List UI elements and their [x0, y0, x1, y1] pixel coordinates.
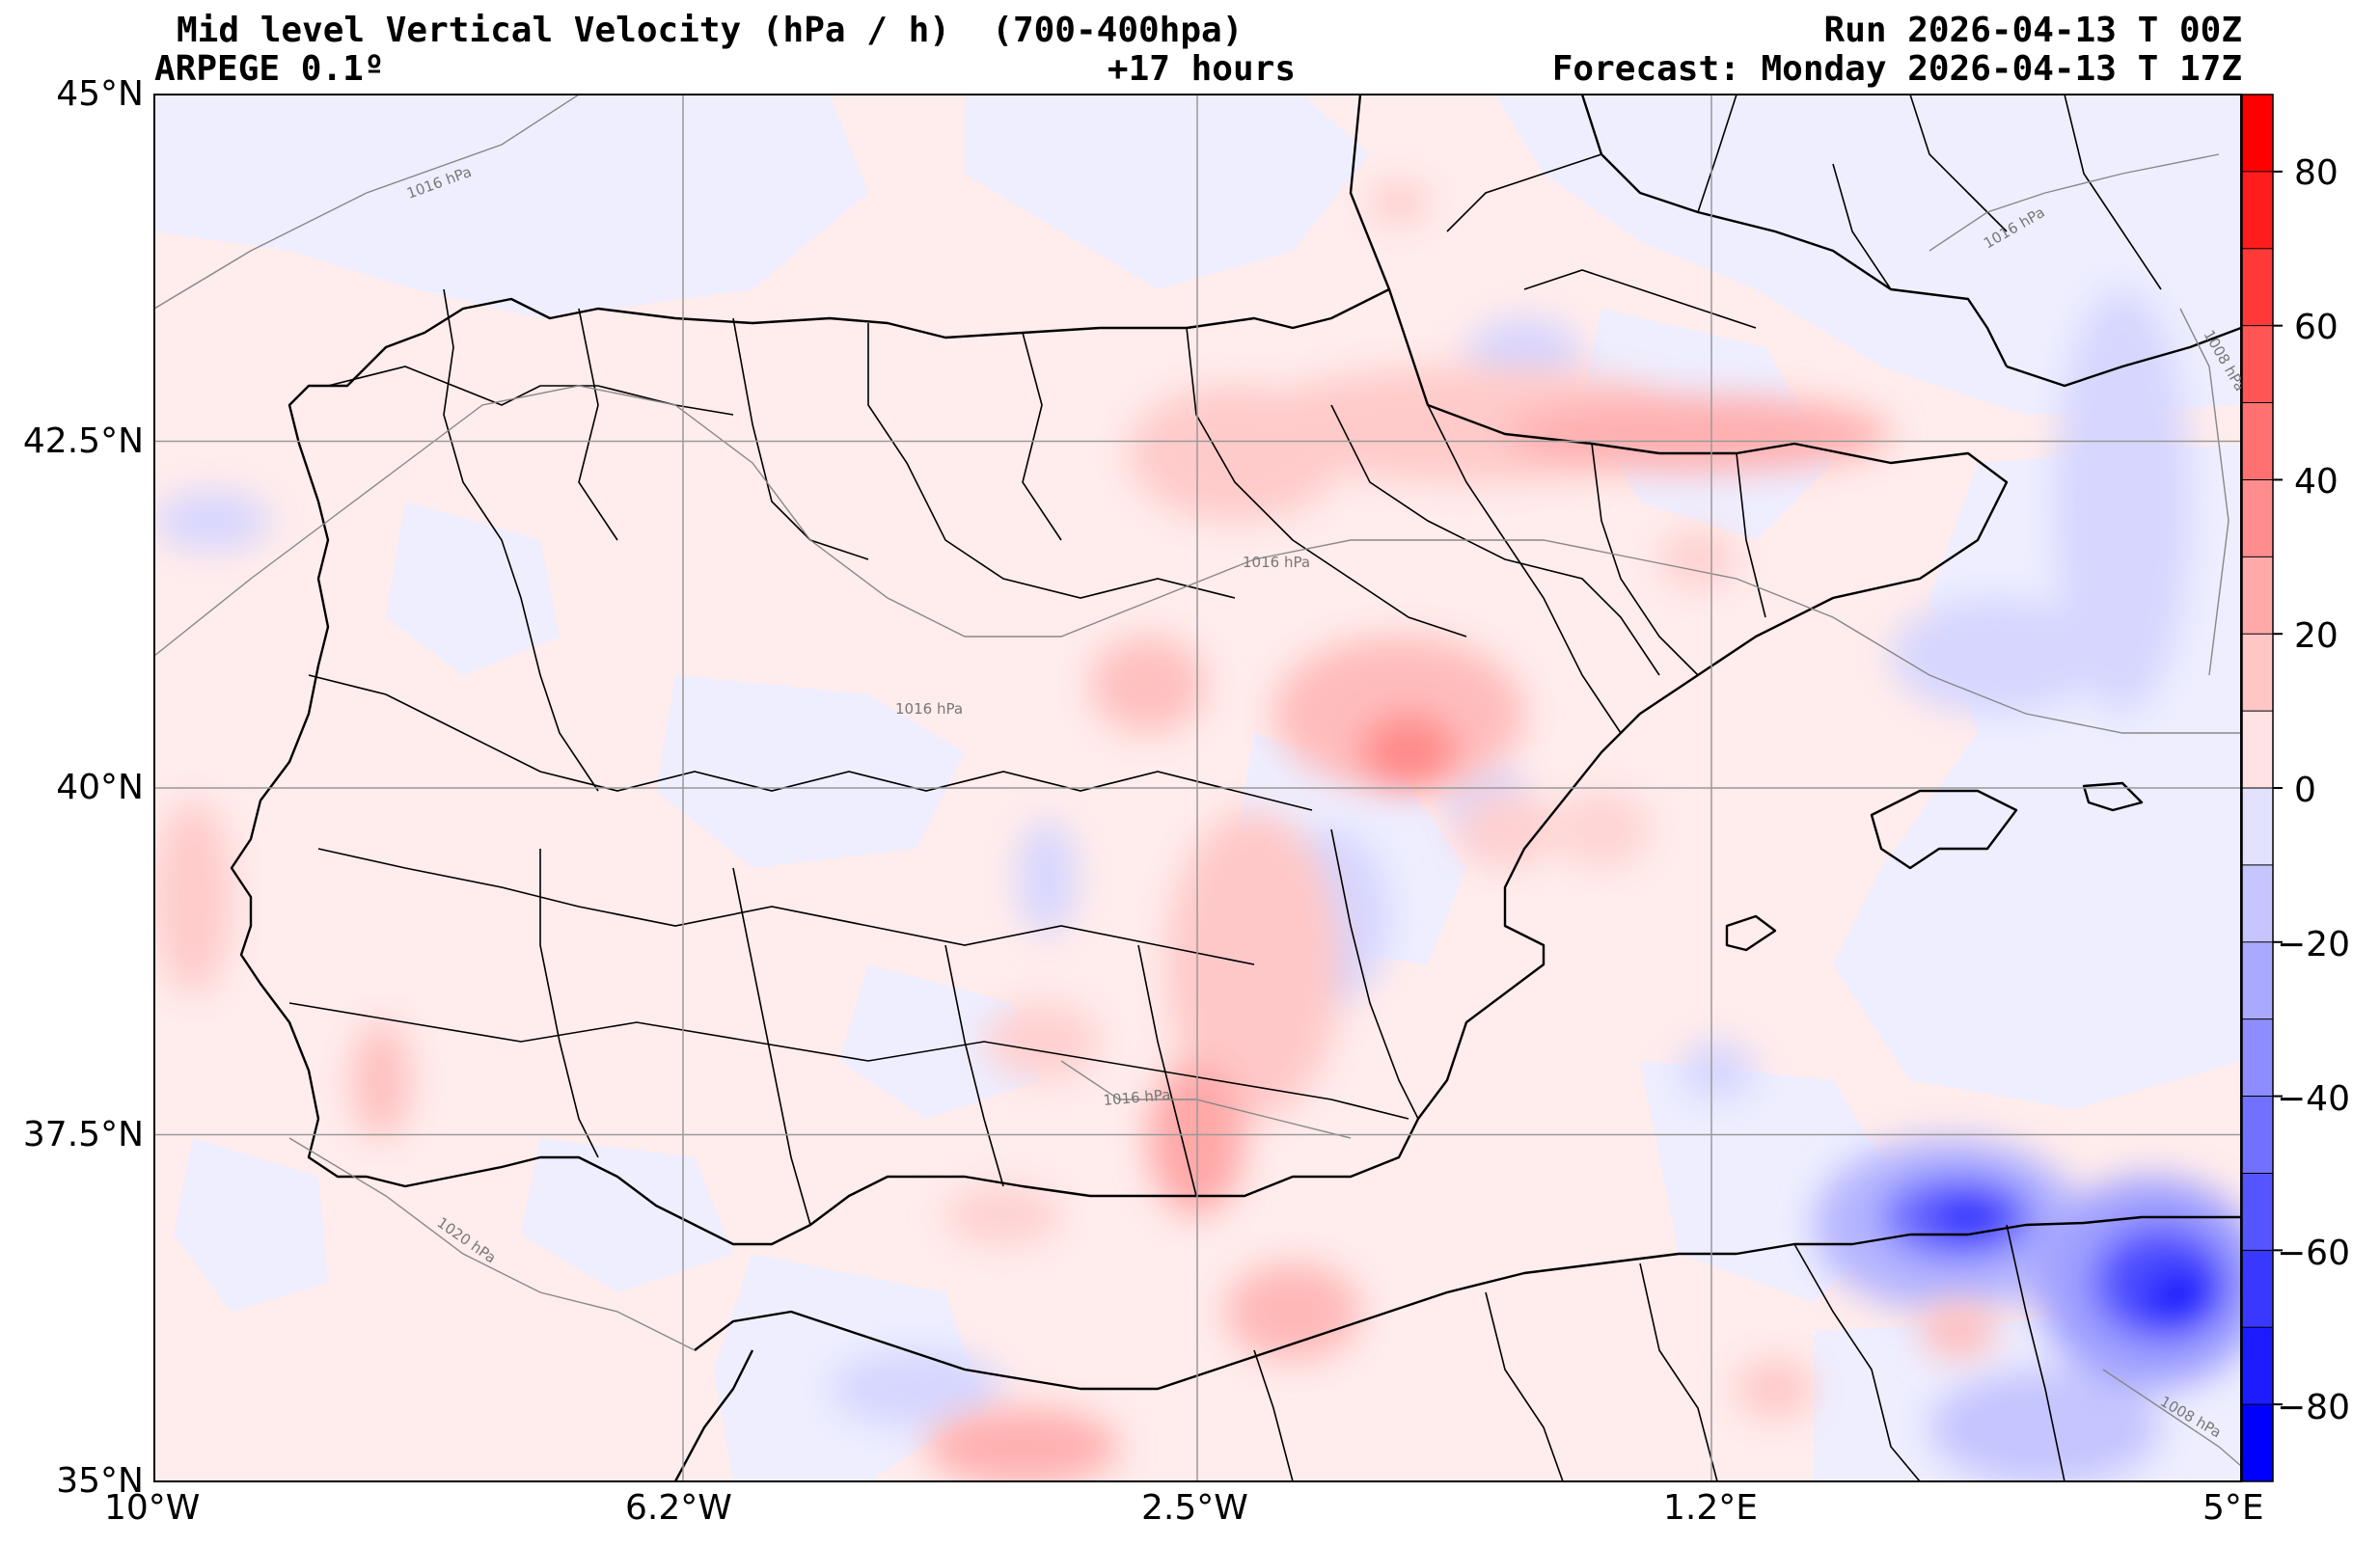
map-frame [153, 94, 2242, 1482]
cbar-label-m80: −80 [2277, 1388, 2350, 1427]
lon-label-2-5w: 2.5°W [1141, 1488, 1248, 1528]
lat-label-35: 35°N [56, 1461, 144, 1501]
cbar-label-20: 20 [2294, 616, 2339, 656]
cbar-label-m20: −20 [2277, 925, 2350, 964]
cbar-label-80: 80 [2294, 153, 2339, 193]
lon-label-5e: 5°E [2202, 1488, 2264, 1528]
lat-label-42-5: 42.5°N [22, 421, 144, 461]
lon-label-10w: 10°W [104, 1488, 201, 1528]
lead-time: +17 hours [1107, 49, 1296, 89]
run-time: Run 2026-04-13 T 00Z [1823, 11, 2242, 50]
ascent-patches [154, 183, 1997, 1481]
cbar-label-m40: −40 [2277, 1079, 2350, 1119]
cbar-label-0: 0 [2294, 771, 2316, 810]
cbar-label-40: 40 [2294, 462, 2339, 502]
model-name: ARPEGE 0.1º [154, 49, 385, 89]
lat-label-40: 40°N [56, 768, 144, 807]
cbar-label-m60: −60 [2277, 1234, 2350, 1273]
regional-borders [288, 95, 2162, 1481]
isobar-label: 1016 hPa [1243, 554, 1310, 571]
lon-label-6-2w: 6.2°W [625, 1488, 732, 1528]
isobar-label: 1016 hPa [895, 700, 963, 718]
chart-title: Mid level Vertical Velocity (hPa / h) (7… [177, 11, 1244, 50]
cbar-label-60: 60 [2294, 308, 2339, 347]
lon-label-1-2e: 1.2°E [1663, 1488, 1758, 1528]
forecast-time: Forecast: Monday 2026-04-13 T 17Z [1551, 49, 2242, 89]
lat-label-45: 45°N [56, 74, 144, 114]
isobars [154, 95, 2241, 1467]
grid-lines [154, 95, 2241, 1481]
lat-label-37-5: 37.5°N [22, 1115, 144, 1154]
